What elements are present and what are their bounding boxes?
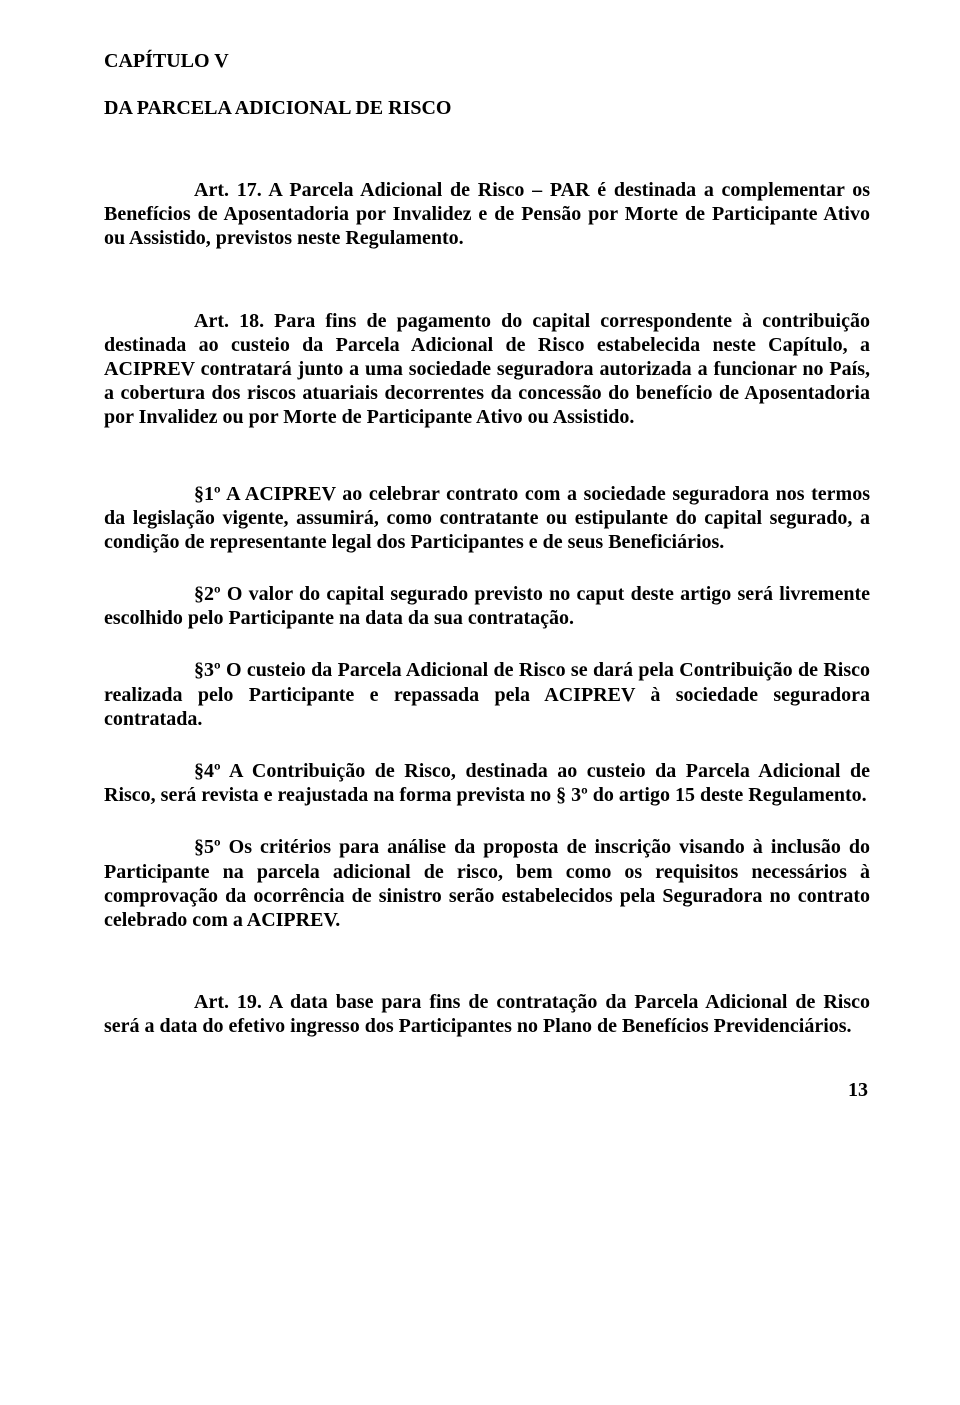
article-18-paragraph-3: §3º O custeio da Parcela Adicional de Ri… — [104, 658, 870, 731]
article-18-paragraph-5: §5º Os critérios para análise da propost… — [104, 835, 870, 932]
article-19: Art. 19. A data base para fins de contra… — [104, 990, 870, 1038]
chapter-heading: CAPÍTULO V — [104, 50, 870, 73]
page-number: 13 — [104, 1079, 870, 1102]
article-18-paragraph-1: §1º A ACIPREV ao celebrar contrato com a… — [104, 482, 870, 555]
spacer — [104, 279, 870, 309]
spacer — [104, 960, 870, 990]
article-17: Art. 17. A Parcela Adicional de Risco – … — [104, 178, 870, 251]
article-18: Art. 18. Para fins de pagamento do capit… — [104, 309, 870, 430]
document-page: CAPÍTULO V DA PARCELA ADICIONAL DE RISCO… — [0, 0, 960, 1142]
article-18-paragraph-4: §4º A Contribuição de Risco, destinada a… — [104, 759, 870, 807]
chapter-title: DA PARCELA ADICIONAL DE RISCO — [104, 97, 870, 120]
article-18-paragraph-2: §2º O valor do capital segurado previsto… — [104, 582, 870, 630]
spacer — [104, 458, 870, 482]
